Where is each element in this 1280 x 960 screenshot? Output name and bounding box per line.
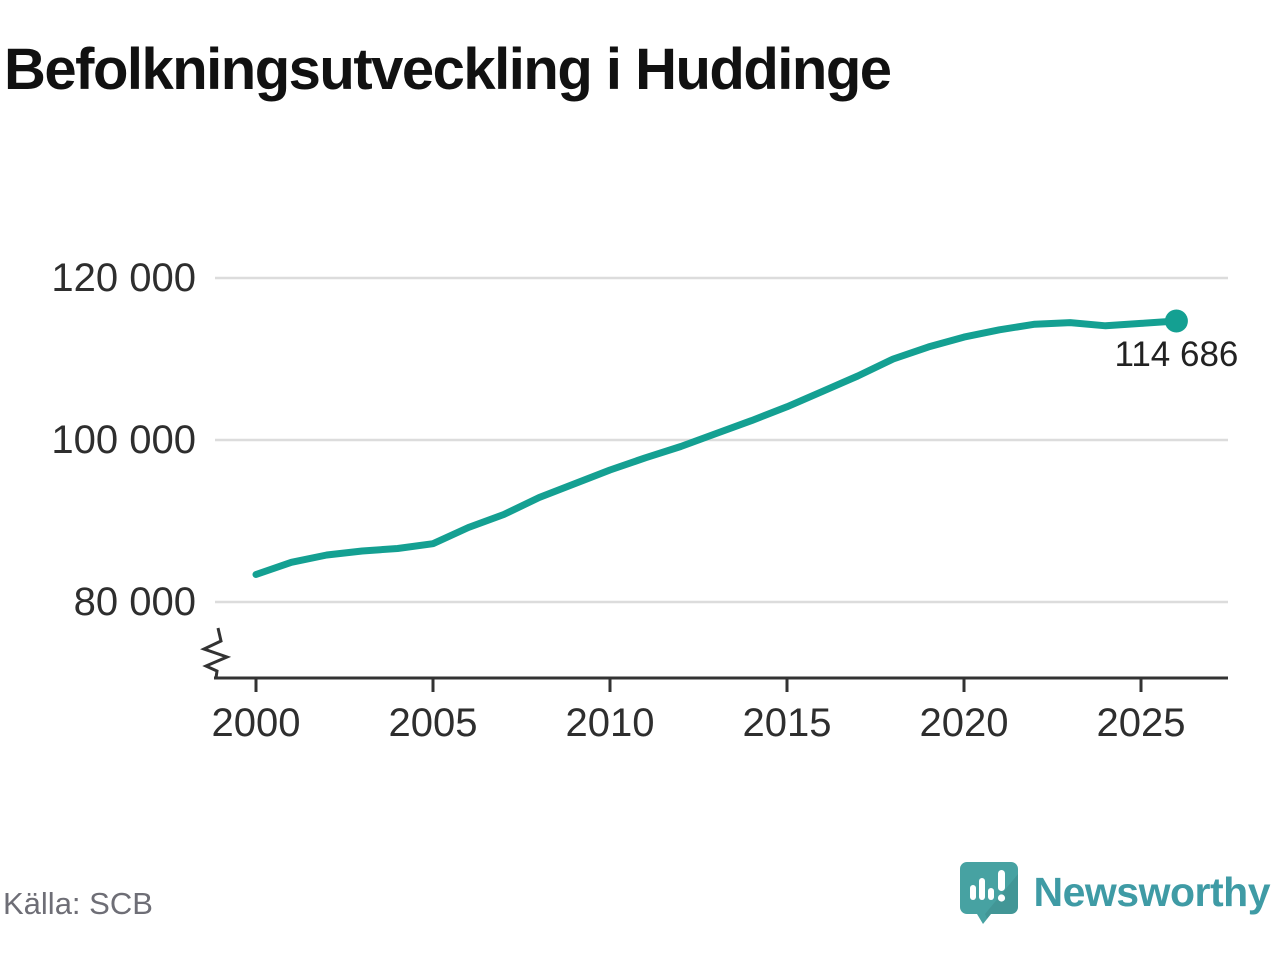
y-axis-break-icon — [200, 627, 232, 679]
page-title: Befolkningsutveckling i Huddinge — [4, 37, 892, 102]
x-axis-label: 2020 — [919, 701, 1009, 745]
newsworthy-logo-icon — [959, 862, 1018, 924]
x-axis-label: 2000 — [211, 701, 301, 745]
brand-name: Newsworthy — [1033, 869, 1271, 915]
population-line-series — [252, 317, 1180, 578]
source-note: Källa: SCB — [3, 886, 153, 921]
x-axis-label: 2005 — [388, 701, 478, 745]
x-axis-label: 2015 — [742, 701, 832, 745]
y-axis-label: 100 000 — [51, 418, 196, 462]
newsworthy-brand: Newsworthy — [958, 860, 1271, 924]
x-axis-label: 2025 — [1096, 701, 1186, 745]
y-axis-label: 120 000 — [51, 256, 196, 300]
last-point-value-label: 114 686 — [1114, 335, 1239, 375]
last-point-marker — [1164, 309, 1188, 333]
x-axis-label: 2010 — [565, 701, 655, 745]
y-axis-label: 80 000 — [73, 580, 196, 624]
